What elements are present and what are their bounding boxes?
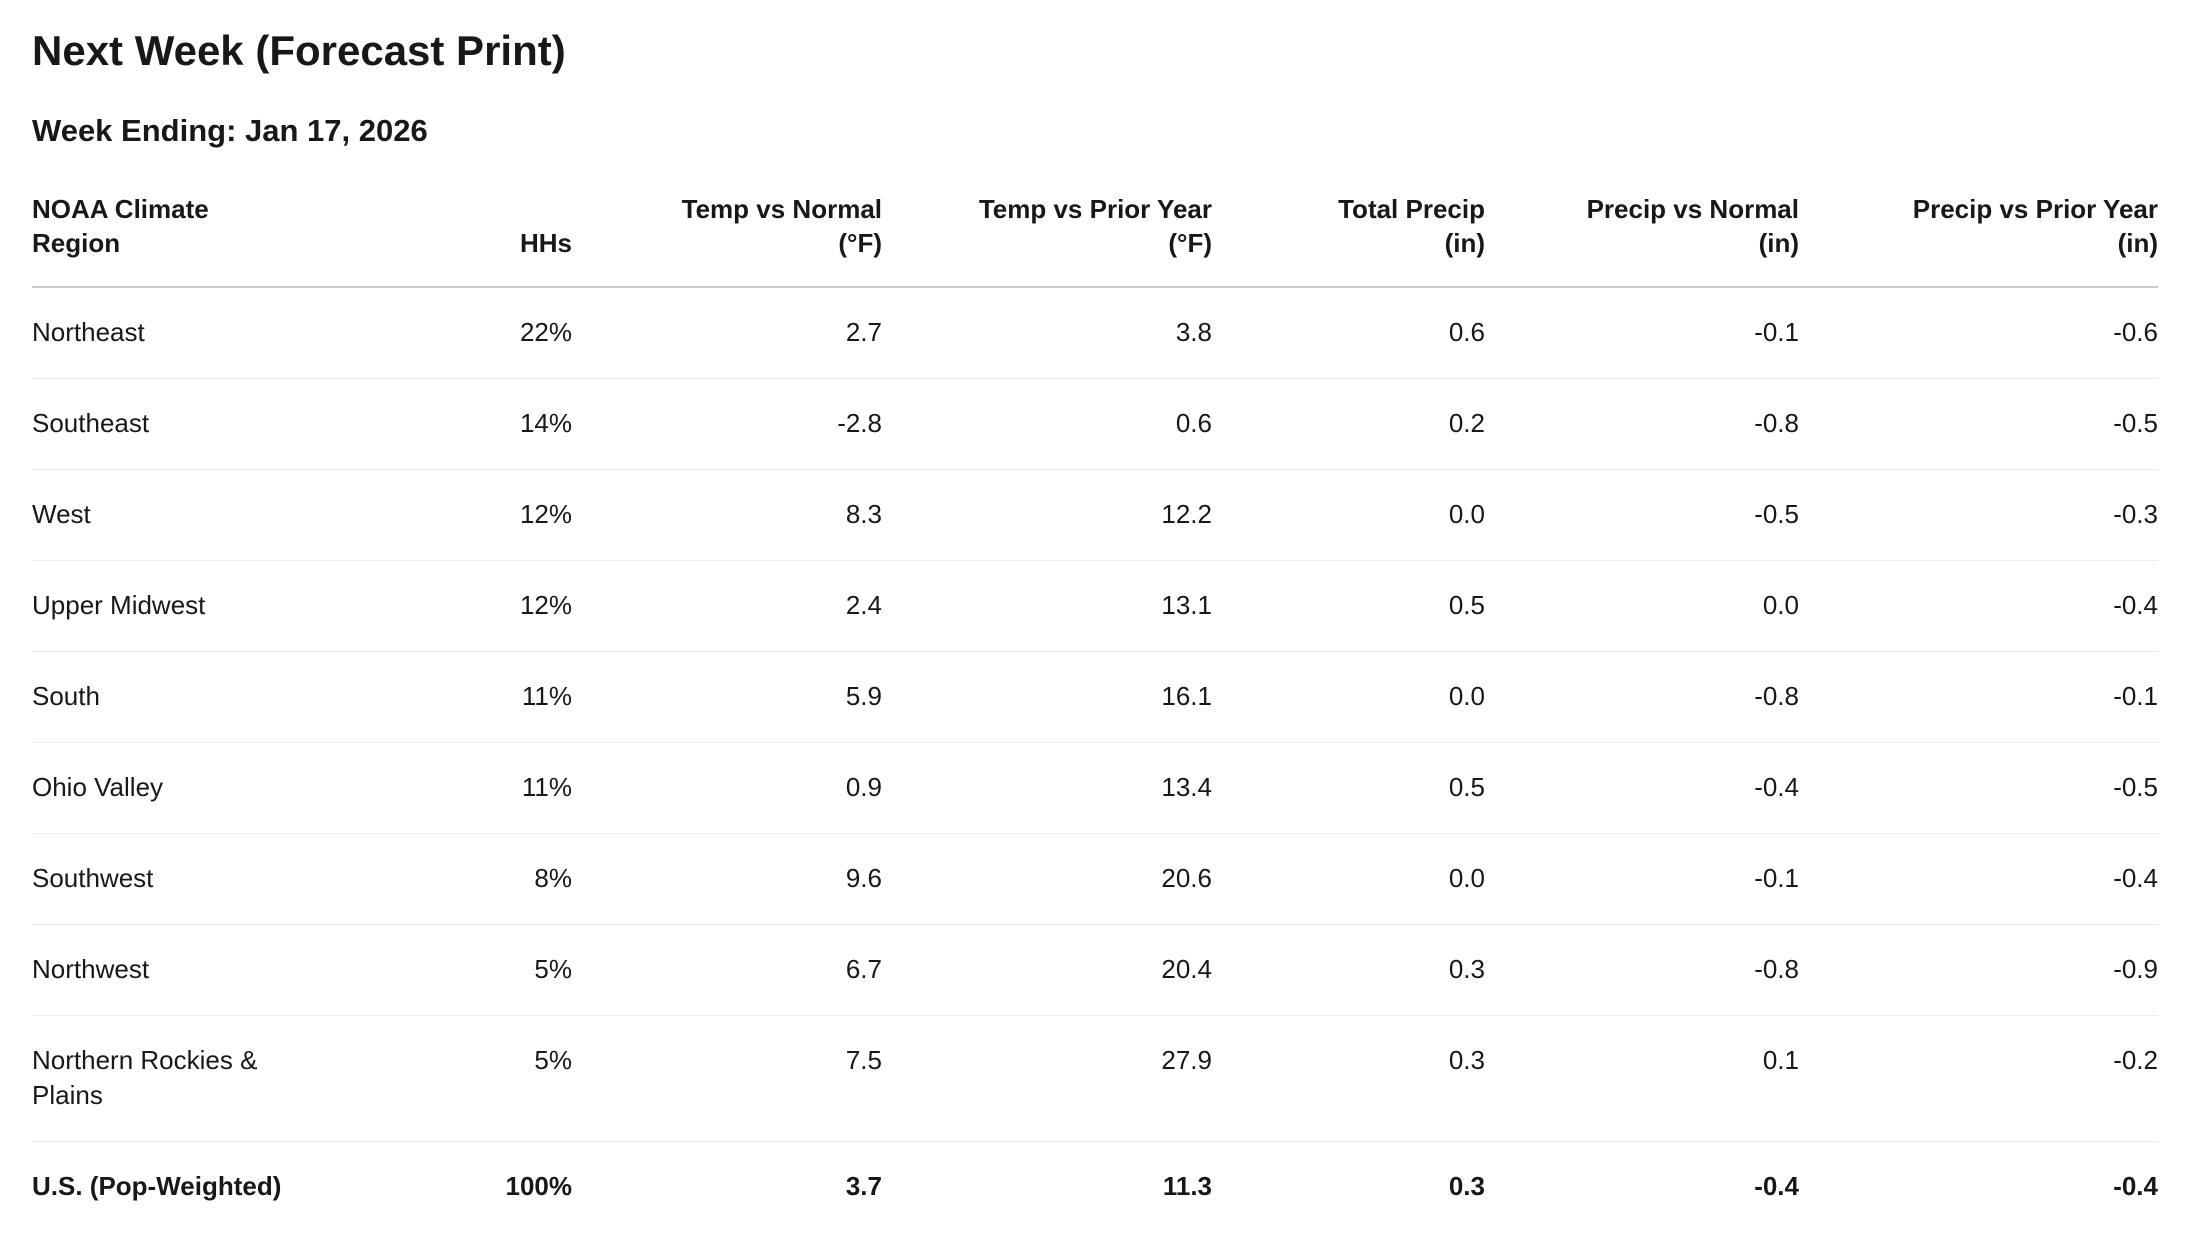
col-header-temp-vs-prior-year: Temp vs Prior Year (°F) [882,180,1212,287]
temp-vs-normal-cell: 8.3 [572,470,882,561]
temp-vs-prior-year-cell: 16.1 [882,652,1212,743]
temp-vs-normal-cell: 3.7 [572,1142,882,1252]
precip-vs-normal-cell: 0.1 [1485,1016,1799,1142]
precip-vs-normal-cell: -0.4 [1485,743,1799,834]
temp-vs-prior-year-cell: 20.4 [882,925,1212,1016]
region-cell: Northwest [32,925,400,1016]
table-row-southwest: Southwest 8% 9.6 20.6 0.0 -0.1 -0.4 [32,834,2158,925]
hhs-cell: 100% [400,1142,572,1252]
region-cell: Northern Rockies & Plains [32,1016,400,1142]
hhs-cell: 11% [400,652,572,743]
region-cell: West [32,470,400,561]
precip-vs-prior-year-cell: -0.4 [1799,834,2158,925]
temp-vs-normal-cell: -2.8 [572,379,882,470]
precip-vs-prior-year-cell: -0.4 [1799,561,2158,652]
hhs-cell: 22% [400,287,572,379]
precip-vs-normal-cell: -0.5 [1485,470,1799,561]
forecast-table: NOAA Climate Region HHs Temp vs Normal (… [32,180,2158,1252]
region-cell: Upper Midwest [32,561,400,652]
hhs-cell: 14% [400,379,572,470]
total-precip-cell: 0.5 [1212,561,1485,652]
region-cell: Northeast [32,287,400,379]
table-header-row: NOAA Climate Region HHs Temp vs Normal (… [32,180,2158,287]
col-header-region: NOAA Climate Region [32,180,400,287]
page-title: Next Week (Forecast Print) [32,26,2158,76]
table-row-northern-rockies-plains: Northern Rockies & Plains 5% 7.5 27.9 0.… [32,1016,2158,1142]
precip-vs-normal-cell: 0.0 [1485,561,1799,652]
region-cell: U.S. (Pop-Weighted) [32,1142,400,1252]
total-precip-cell: 0.0 [1212,834,1485,925]
precip-vs-normal-cell: -0.4 [1485,1142,1799,1252]
temp-vs-normal-cell: 2.7 [572,287,882,379]
hhs-cell: 12% [400,561,572,652]
total-precip-cell: 0.3 [1212,1016,1485,1142]
temp-vs-normal-cell: 2.4 [572,561,882,652]
hhs-cell: 12% [400,470,572,561]
total-precip-cell: 0.0 [1212,470,1485,561]
total-precip-cell: 0.6 [1212,287,1485,379]
col-header-hhs: HHs [400,180,572,287]
precip-vs-normal-cell: -0.8 [1485,652,1799,743]
table-row-us-pop-weighted-total: U.S. (Pop-Weighted) 100% 3.7 11.3 0.3 -0… [32,1142,2158,1252]
hhs-cell: 8% [400,834,572,925]
precip-vs-prior-year-cell: -0.3 [1799,470,2158,561]
temp-vs-normal-cell: 0.9 [572,743,882,834]
region-cell: Southwest [32,834,400,925]
temp-vs-prior-year-cell: 13.4 [882,743,1212,834]
col-header-precip-vs-prior-year: Precip vs Prior Year (in) [1799,180,2158,287]
total-precip-cell: 0.3 [1212,925,1485,1016]
region-cell: Ohio Valley [32,743,400,834]
col-header-temp-vs-normal: Temp vs Normal (°F) [572,180,882,287]
hhs-cell: 11% [400,743,572,834]
temp-vs-normal-cell: 5.9 [572,652,882,743]
total-precip-cell: 0.2 [1212,379,1485,470]
region-cell: Southeast [32,379,400,470]
precip-vs-normal-cell: -0.8 [1485,925,1799,1016]
hhs-cell: 5% [400,1016,572,1142]
precip-vs-prior-year-cell: -0.5 [1799,379,2158,470]
table-row-west: West 12% 8.3 12.2 0.0 -0.5 -0.3 [32,470,2158,561]
temp-vs-prior-year-cell: 0.6 [882,379,1212,470]
total-precip-cell: 0.5 [1212,743,1485,834]
week-ending-subtitle: Week Ending: Jan 17, 2026 [32,112,2158,150]
temp-vs-normal-cell: 6.7 [572,925,882,1016]
col-header-precip-vs-normal: Precip vs Normal (in) [1485,180,1799,287]
temp-vs-normal-cell: 9.6 [572,834,882,925]
table-row-upper-midwest: Upper Midwest 12% 2.4 13.1 0.5 0.0 -0.4 [32,561,2158,652]
temp-vs-prior-year-cell: 11.3 [882,1142,1212,1252]
hhs-cell: 5% [400,925,572,1016]
total-precip-cell: 0.3 [1212,1142,1485,1252]
region-cell: South [32,652,400,743]
precip-vs-prior-year-cell: -0.9 [1799,925,2158,1016]
precip-vs-prior-year-cell: -0.4 [1799,1142,2158,1252]
table-row-ohio-valley: Ohio Valley 11% 0.9 13.4 0.5 -0.4 -0.5 [32,743,2158,834]
table-row-northwest: Northwest 5% 6.7 20.4 0.3 -0.8 -0.9 [32,925,2158,1016]
precip-vs-normal-cell: -0.1 [1485,834,1799,925]
temp-vs-prior-year-cell: 27.9 [882,1016,1212,1142]
table-row-south: South 11% 5.9 16.1 0.0 -0.8 -0.1 [32,652,2158,743]
temp-vs-prior-year-cell: 12.2 [882,470,1212,561]
table-row-southeast: Southeast 14% -2.8 0.6 0.2 -0.8 -0.5 [32,379,2158,470]
precip-vs-prior-year-cell: -0.5 [1799,743,2158,834]
precip-vs-prior-year-cell: -0.6 [1799,287,2158,379]
temp-vs-prior-year-cell: 13.1 [882,561,1212,652]
precip-vs-normal-cell: -0.1 [1485,287,1799,379]
temp-vs-normal-cell: 7.5 [572,1016,882,1142]
precip-vs-prior-year-cell: -0.2 [1799,1016,2158,1142]
temp-vs-prior-year-cell: 20.6 [882,834,1212,925]
total-precip-cell: 0.0 [1212,652,1485,743]
col-header-total-precip: Total Precip (in) [1212,180,1485,287]
table-row-northeast: Northeast 22% 2.7 3.8 0.6 -0.1 -0.6 [32,287,2158,379]
precip-vs-normal-cell: -0.8 [1485,379,1799,470]
temp-vs-prior-year-cell: 3.8 [882,287,1212,379]
precip-vs-prior-year-cell: -0.1 [1799,652,2158,743]
